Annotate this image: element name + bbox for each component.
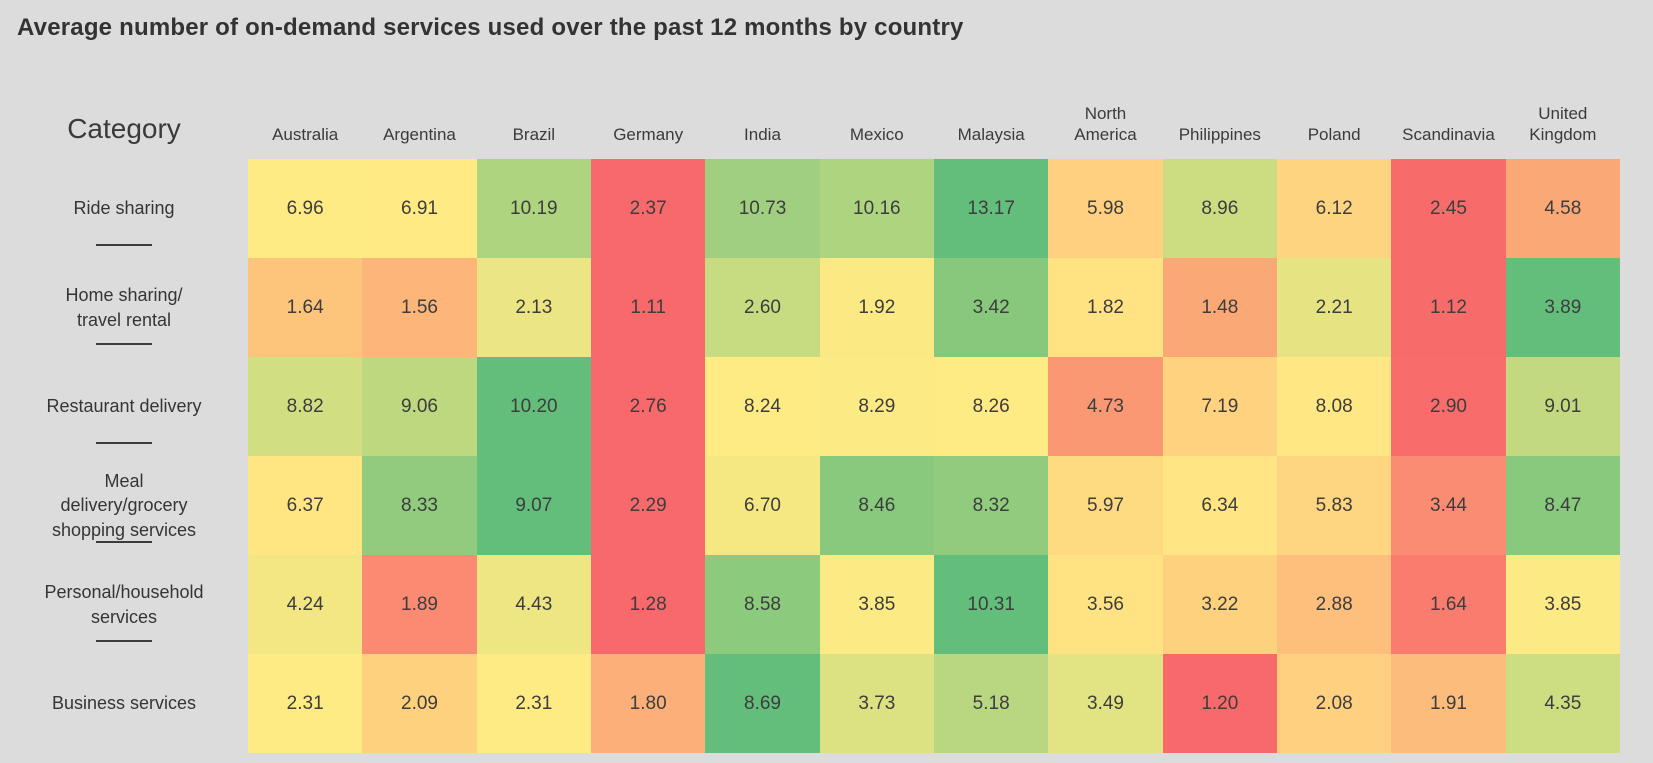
heatmap-cell-restaurant-delivery-poland: 8.08: [1277, 357, 1392, 456]
heatmap-cell-business-services-brazil: 2.31: [476, 654, 591, 753]
heatmap-cell-restaurant-delivery-north-america: 4.73: [1048, 357, 1163, 456]
heatmap-cell-personal-household-services-north-america: 3.56: [1048, 555, 1163, 654]
heatmap-cell-personal-household-services-australia: 4.24: [248, 555, 363, 654]
heatmap-cell-personal-household-services-germany: 1.28: [591, 555, 706, 654]
heatmap-cell-meal-delivery-grocery-shopping-services-germany: 2.29: [591, 456, 706, 555]
heatmap-cell-restaurant-delivery-australia: 8.82: [248, 357, 363, 456]
heatmap-cell-restaurant-delivery-germany: 2.76: [591, 357, 706, 456]
heatmap-cell-personal-household-services-philippines: 3.22: [1162, 555, 1277, 654]
row-divider: [96, 244, 152, 246]
heatmap-cell-ride-sharing-germany: 2.37: [591, 159, 706, 258]
column-header-mexico: Mexico: [849, 124, 904, 144]
heatmap-cell-home-sharing-travel-rental-united-kingdom: 3.89: [1505, 258, 1620, 357]
heatmap-cell-meal-delivery-grocery-shopping-services-philippines: 6.34: [1162, 456, 1277, 555]
heatmap-cell-home-sharing-travel-rental-poland: 2.21: [1277, 258, 1392, 357]
row-label-restaurant-delivery: Restaurant delivery: [0, 357, 248, 456]
category-axis-label: Category: [67, 113, 181, 144]
heatmap-cell-business-services-philippines: 1.20: [1162, 654, 1277, 753]
heatmap-cell-meal-delivery-grocery-shopping-services-india: 6.70: [705, 456, 820, 555]
row-divider: [96, 442, 152, 444]
heatmap-cell-restaurant-delivery-scandinavia: 2.90: [1391, 357, 1506, 456]
column-header-brazil: Brazil: [512, 124, 556, 144]
column-header-philippines: Philippines: [1178, 124, 1261, 144]
heatmap-cell-business-services-germany: 1.80: [591, 654, 706, 753]
heatmap-cell-restaurant-delivery-brazil: 10.20: [476, 357, 591, 456]
heatmap-cell-restaurant-delivery-india: 8.24: [705, 357, 820, 456]
heatmap-cell-home-sharing-travel-rental-north-america: 1.82: [1048, 258, 1163, 357]
heatmap-cell-ride-sharing-mexico: 10.16: [819, 159, 934, 258]
heatmap-cell-meal-delivery-grocery-shopping-services-malaysia: 8.32: [934, 456, 1049, 555]
row-divider: [96, 541, 152, 543]
column-header-malaysia: Malaysia: [957, 124, 1025, 144]
heatmap-cell-home-sharing-travel-rental-brazil: 2.13: [476, 258, 591, 357]
heatmap-cell-ride-sharing-north-america: 5.98: [1048, 159, 1163, 258]
heatmap-cell-personal-household-services-poland: 2.88: [1277, 555, 1392, 654]
row-label-meal-delivery-grocery-shopping-services: Meal delivery/grocery shopping services: [0, 456, 248, 555]
heatmap-cell-business-services-australia: 2.31: [248, 654, 363, 753]
heatmap-cell-personal-household-services-brazil: 4.43: [476, 555, 591, 654]
heatmap-cell-home-sharing-travel-rental-malaysia: 3.42: [934, 258, 1049, 357]
column-header-germany: Germany: [613, 124, 684, 144]
heatmap-cell-meal-delivery-grocery-shopping-services-north-america: 5.97: [1048, 456, 1163, 555]
column-header-united-kingdom: United Kingdom: [1529, 103, 1597, 144]
heatmap-cell-personal-household-services-united-kingdom: 3.85: [1505, 555, 1620, 654]
row-label-business-services: Business services: [51, 693, 197, 714]
row-label-ride-sharing: Ride sharing: [0, 159, 248, 258]
heatmap-cell-ride-sharing-philippines: 8.96: [1162, 159, 1277, 258]
heatmap-cell-business-services-poland: 2.08: [1277, 654, 1392, 753]
heatmap-cell-home-sharing-travel-rental-argentina: 1.56: [362, 258, 477, 357]
heatmap-cell-meal-delivery-grocery-shopping-services-brazil: 9.07: [476, 456, 591, 555]
row-divider: [96, 640, 152, 642]
heatmap-cell-personal-household-services-scandinavia: 1.64: [1391, 555, 1506, 654]
heatmap-cell-personal-household-services-malaysia: 10.31: [934, 555, 1049, 654]
heatmap-cell-ride-sharing-united-kingdom: 4.58: [1505, 159, 1620, 258]
heatmap-cell-business-services-mexico: 3.73: [819, 654, 934, 753]
row-divider: [96, 343, 152, 345]
column-header-north-america: North America: [1074, 103, 1137, 144]
heatmap-cell-business-services-united-kingdom: 4.35: [1505, 654, 1620, 753]
row-label-personal-household-services: Personal/household services: [0, 555, 248, 654]
heatmap-cell-meal-delivery-grocery-shopping-services-mexico: 8.46: [819, 456, 934, 555]
heatmap-cell-personal-household-services-argentina: 1.89: [362, 555, 477, 654]
heatmap-cell-business-services-north-america: 3.49: [1048, 654, 1163, 753]
heatmap-cell-ride-sharing-argentina: 6.91: [362, 159, 477, 258]
heatmap-cell-business-services-argentina: 2.09: [362, 654, 477, 753]
heatmap-cell-home-sharing-travel-rental-philippines: 1.48: [1162, 258, 1277, 357]
heatmap-cell-home-sharing-travel-rental-mexico: 1.92: [819, 258, 934, 357]
heatmap-cell-restaurant-delivery-argentina: 9.06: [362, 357, 477, 456]
heatmap-cell-meal-delivery-grocery-shopping-services-australia: 6.37: [248, 456, 363, 555]
heatmap-cell-restaurant-delivery-philippines: 7.19: [1162, 357, 1277, 456]
heatmap-cell-meal-delivery-grocery-shopping-services-argentina: 8.33: [362, 456, 477, 555]
column-header-australia: Australia: [272, 124, 339, 144]
column-header-scandinavia: Scandinavia: [1402, 124, 1495, 144]
heatmap-cell-ride-sharing-scandinavia: 2.45: [1391, 159, 1506, 258]
heatmap-cell-meal-delivery-grocery-shopping-services-united-kingdom: 8.47: [1505, 456, 1620, 555]
heatmap-cell-restaurant-delivery-united-kingdom: 9.01: [1505, 357, 1620, 456]
page-title: Average number of on-demand services use…: [17, 14, 964, 41]
heatmap-cell-restaurant-delivery-malaysia: 8.26: [934, 357, 1049, 456]
heatmap-cell-business-services-malaysia: 5.18: [934, 654, 1049, 753]
heatmap-cell-ride-sharing-malaysia: 13.17: [934, 159, 1049, 258]
heatmap-cell-business-services-scandinavia: 1.91: [1391, 654, 1506, 753]
heatmap-cell-home-sharing-travel-rental-germany: 1.11: [591, 258, 706, 357]
heatmap-cell-meal-delivery-grocery-shopping-services-poland: 5.83: [1277, 456, 1392, 555]
column-header-argentina: Argentina: [383, 124, 456, 144]
heatmap-table: Category Australia Argentina Brazil Germany…: [0, 60, 1620, 753]
heatmap-cell-home-sharing-travel-rental-australia: 1.64: [248, 258, 363, 357]
heatmap-cell-restaurant-delivery-mexico: 8.29: [819, 357, 934, 456]
heatmap-cell-home-sharing-travel-rental-india: 2.60: [705, 258, 820, 357]
heatmap-cell-ride-sharing-australia: 6.96: [248, 159, 363, 258]
heatmap-cell-meal-delivery-grocery-shopping-services-scandinavia: 3.44: [1391, 456, 1506, 555]
heatmap-cell-ride-sharing-india: 10.73: [705, 159, 820, 258]
heatmap-cell-home-sharing-travel-rental-scandinavia: 1.12: [1391, 258, 1506, 357]
column-header-india: India: [744, 124, 781, 144]
heatmap-cell-ride-sharing-poland: 6.12: [1277, 159, 1392, 258]
heatmap-cell-ride-sharing-brazil: 10.19: [476, 159, 591, 258]
column-header-poland: Poland: [1307, 124, 1361, 144]
row-label-home-sharing-travel-rental: Home sharing/travel rental: [0, 258, 248, 357]
heatmap-cell-personal-household-services-mexico: 3.85: [819, 555, 934, 654]
heatmap-cell-personal-household-services-india: 8.58: [705, 555, 820, 654]
heatmap-cell-business-services-india: 8.69: [705, 654, 820, 753]
